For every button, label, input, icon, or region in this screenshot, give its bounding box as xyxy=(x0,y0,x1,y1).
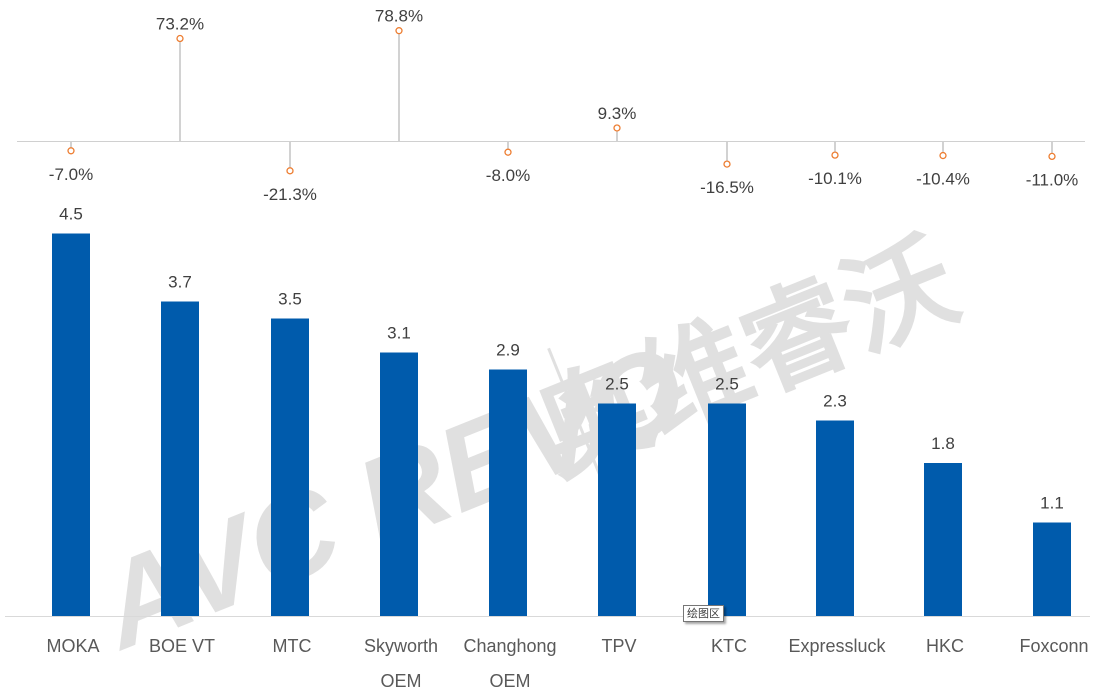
bar-value-label: 2.3 xyxy=(823,392,847,411)
bar xyxy=(161,301,199,616)
x-axis-label: HKC xyxy=(926,636,964,656)
bar xyxy=(1033,522,1071,616)
x-axis-label: Changhong xyxy=(463,636,556,656)
growth-value-label: -10.1% xyxy=(808,169,862,188)
bar-value-label: 2.9 xyxy=(496,341,520,360)
growth-value-label: -8.0% xyxy=(486,166,530,185)
growth-marker xyxy=(395,27,403,35)
bar-value-label: 2.5 xyxy=(715,375,739,394)
growth-value-label: -11.0% xyxy=(1026,170,1079,189)
bar-value-label: 4.5 xyxy=(59,205,83,224)
x-axis-label: OEM xyxy=(380,671,421,691)
bar-value-label: 3.5 xyxy=(278,290,302,309)
growth-value-label: -16.5% xyxy=(700,178,754,197)
growth-marker xyxy=(286,167,294,175)
growth-value-label: -21.3% xyxy=(263,185,317,204)
svg-text:奥维睿沃: 奥维睿沃 xyxy=(518,215,974,499)
growth-marker xyxy=(1048,152,1056,161)
bar xyxy=(380,352,418,616)
growth-value-label: -7.0% xyxy=(49,165,93,184)
x-axis-label: Skyworth xyxy=(364,636,438,656)
x-axis-label: MTC xyxy=(273,636,312,656)
bar xyxy=(708,403,746,616)
growth-value-label: 9.3% xyxy=(598,104,637,123)
bar xyxy=(489,369,527,616)
bar xyxy=(598,403,636,616)
x-axis-label: BOE VT xyxy=(149,636,215,656)
growth-marker xyxy=(67,147,75,155)
bar-value-label: 3.7 xyxy=(168,273,192,292)
growth-marker xyxy=(613,124,621,132)
x-axis-label: KTC xyxy=(711,636,747,656)
growth-marker xyxy=(504,148,512,156)
growth-marker xyxy=(831,151,839,159)
growth-value-label: 73.2% xyxy=(156,15,204,34)
bar-value-label: 3.1 xyxy=(387,324,411,343)
growth-marker xyxy=(176,34,184,43)
bar xyxy=(816,420,854,616)
bar xyxy=(924,463,962,616)
x-axis-label: Expressluck xyxy=(788,636,886,656)
growth-value-label: -10.4% xyxy=(916,170,970,189)
bar-value-label: 1.8 xyxy=(931,434,955,453)
x-axis-label: TPV xyxy=(601,636,636,656)
growth-series: -7.0% 73.2% -21.3% 78.8% -8.0% 9.3% -16.5% -10.… xyxy=(49,7,1079,204)
x-axis-label: MOKA xyxy=(46,636,99,656)
growth-marker xyxy=(723,160,731,168)
bar-value-label: 1.1 xyxy=(1040,494,1064,513)
x-axis-label: Foxconn xyxy=(1019,636,1088,656)
bar xyxy=(271,318,309,616)
growth-value-label: 78.8% xyxy=(375,7,423,26)
bar xyxy=(52,233,90,616)
plot-area-tooltip: 绘图区 xyxy=(683,605,724,622)
bar-value-label: 2.5 xyxy=(605,375,629,394)
bar-series: 4.5 3.7 3.5 3.1 2.9 2.5 2.5 2.3 1.8 1.1 xyxy=(52,205,1071,616)
x-axis-label: OEM xyxy=(489,671,530,691)
x-axis-labels: MOKA BOE VT MTC Skyworth OEM Changhong OEM TPV K… xyxy=(46,636,1088,691)
growth-marker xyxy=(939,151,947,160)
